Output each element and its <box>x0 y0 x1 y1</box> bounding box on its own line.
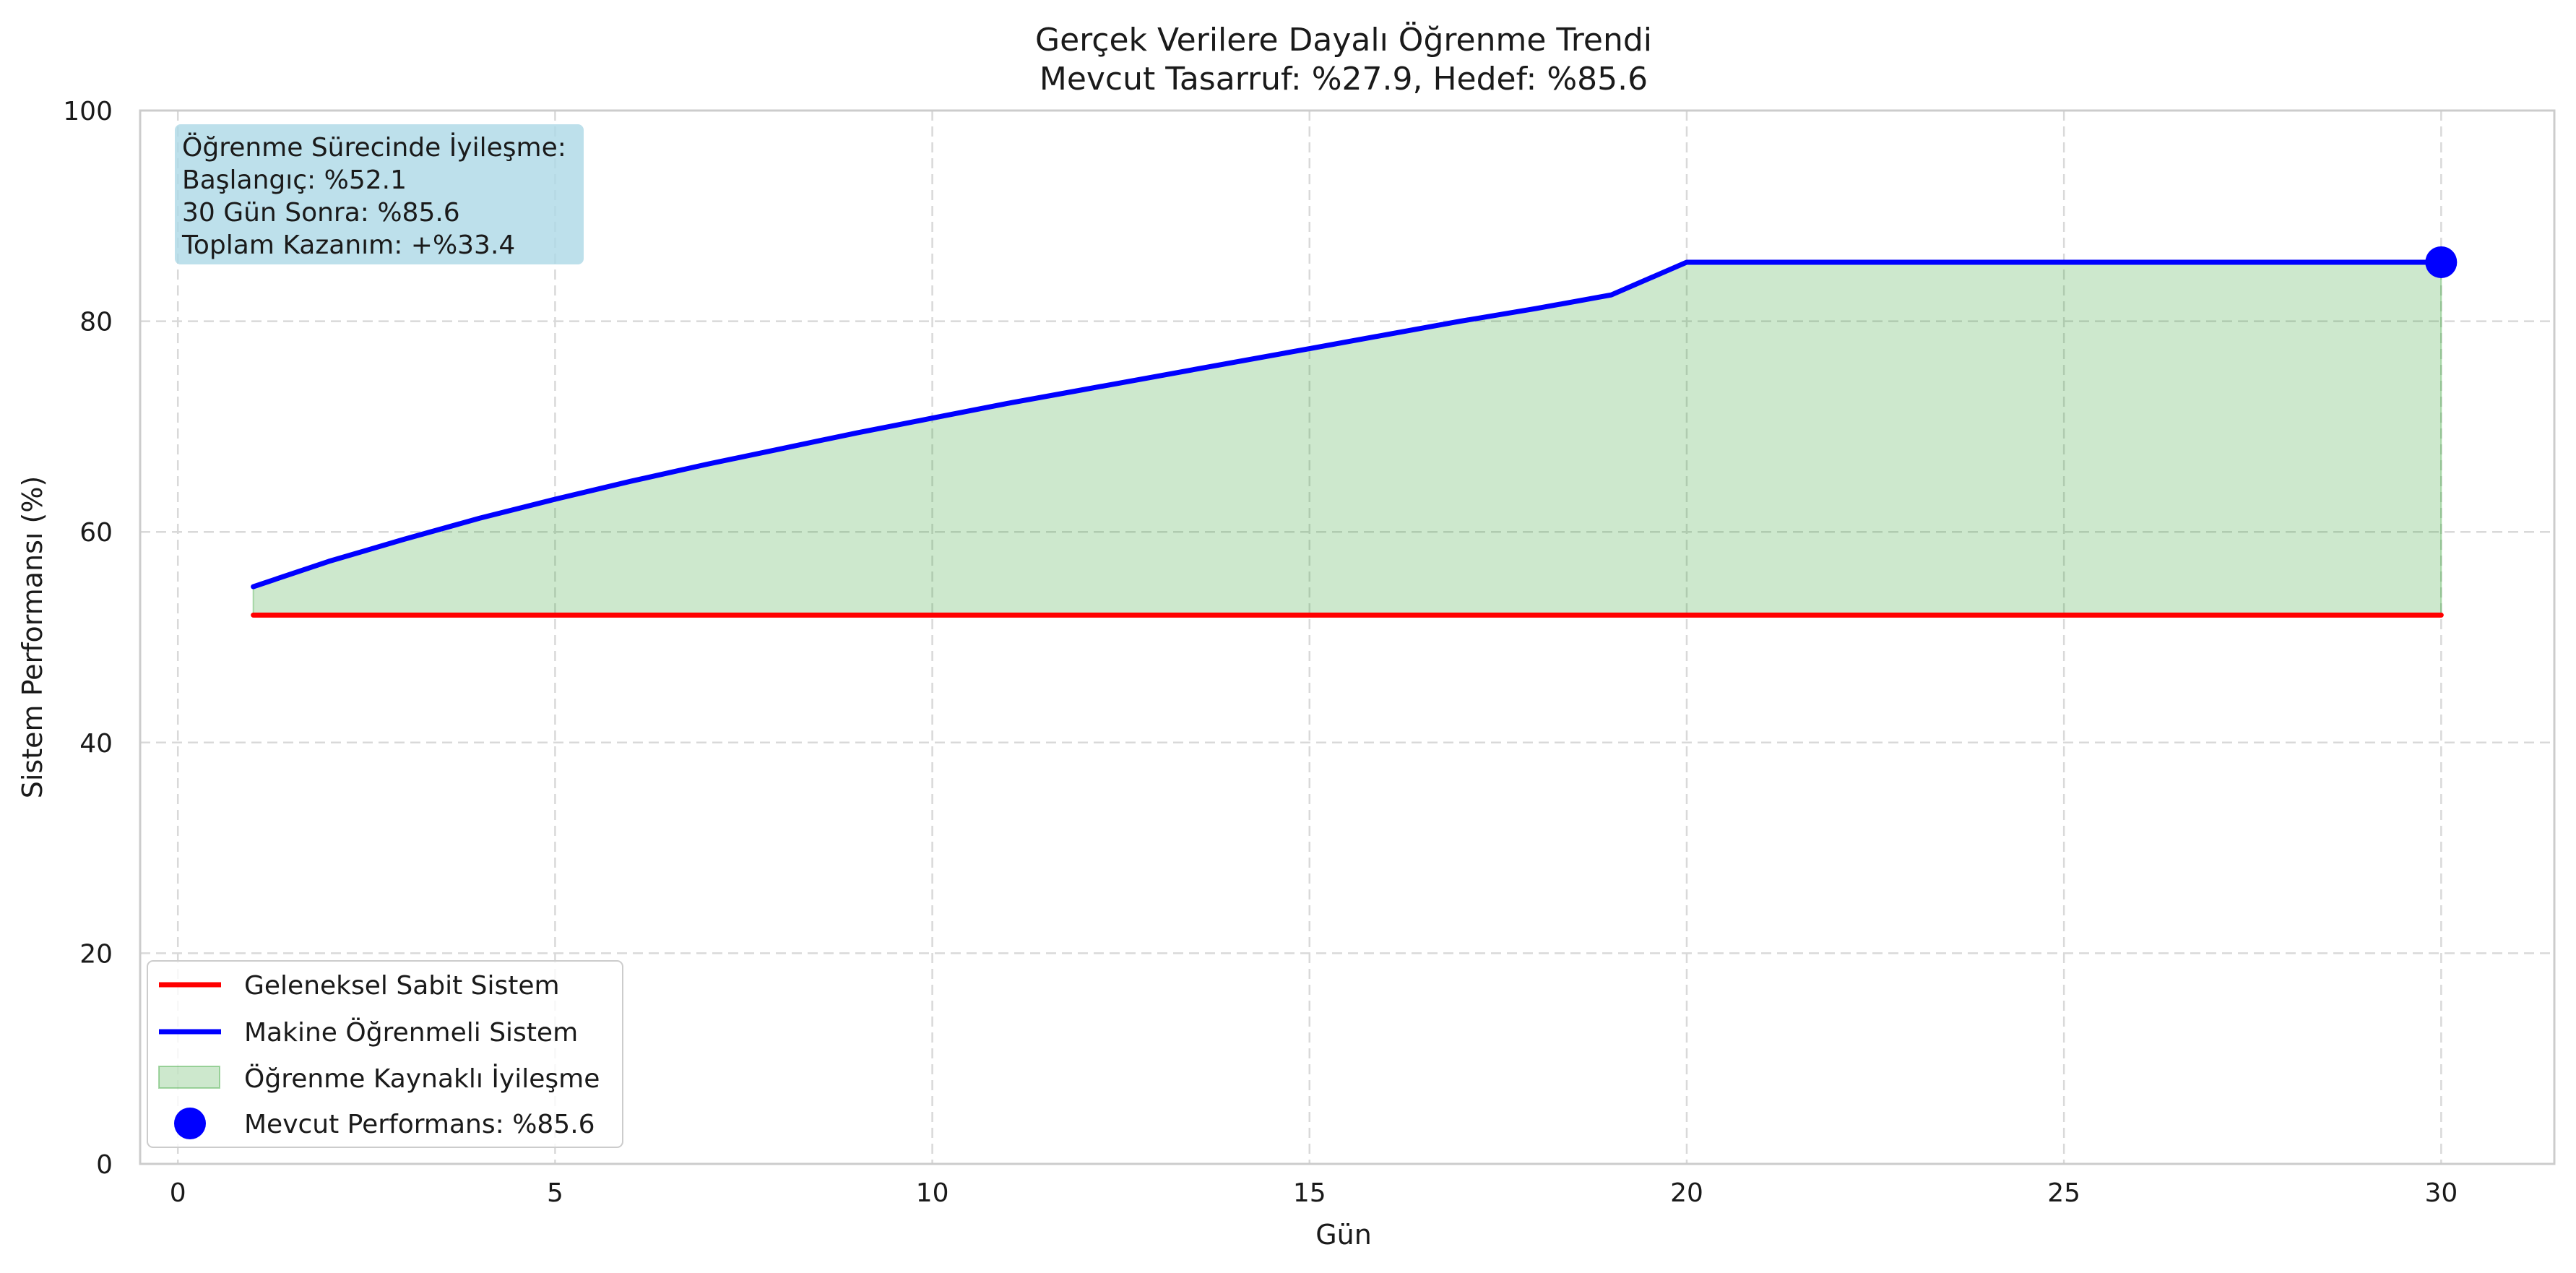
x-tick-label: 10 <box>916 1178 949 1208</box>
ml-system-line <box>251 259 2444 590</box>
current-performance-point <box>2425 246 2458 278</box>
y-tick-label: 100 <box>63 97 113 126</box>
legend-label-traditional: Geleneksel Sabit Sistem <box>244 971 560 1001</box>
legend-label-improvement: Öğrenme Kaynaklı İyileşme <box>244 1063 600 1094</box>
chart-title: Gerçek Verilere Dayalı Öğrenme Trendi <box>1035 21 1652 59</box>
y-tick-label: 80 <box>79 308 113 337</box>
plot-frame <box>139 109 2556 1165</box>
x-tick-label: 0 <box>170 1178 186 1208</box>
x-tick-label: 15 <box>1293 1178 1326 1208</box>
annotation-line: Başlangıç: %52.1 <box>182 165 407 195</box>
legend-swatch-current <box>174 1108 206 1139</box>
legend-label-ml: Makine Öğrenmeli Sistem <box>244 1017 578 1048</box>
annotation-line: 30 Gün Sonra: %85.6 <box>182 198 460 228</box>
legend-label-current: Mevcut Performans: %85.6 <box>244 1110 595 1139</box>
annotation-box: Öğrenme Sürecinde İyileşme: Başlangıç: %… <box>175 124 584 264</box>
x-tick-label: 5 <box>547 1178 563 1208</box>
annotation-line: Öğrenme Sürecinde İyileşme: <box>182 132 566 163</box>
legend-swatch-improvement <box>158 1066 220 1089</box>
x-tick-label: 25 <box>2047 1178 2080 1208</box>
chart-subtitle: Mevcut Tasarruf: %27.9, Hedef: %85.6 <box>1040 61 1648 98</box>
x-tick-label: 20 <box>1670 1178 1703 1208</box>
series <box>251 246 2458 618</box>
legend: Geleneksel Sabit Sistem Makine Öğrenmeli… <box>147 960 623 1148</box>
x-tick-label: 30 <box>2424 1178 2458 1208</box>
y-tick-label: 0 <box>96 1150 113 1180</box>
legend-frame <box>147 960 623 1148</box>
ticks: 0 5 10 15 20 25 30 0 20 40 60 80 100 <box>63 97 2458 1208</box>
y-tick-label: 60 <box>79 518 113 548</box>
y-tick-label: 40 <box>79 729 113 759</box>
y-tick-label: 20 <box>79 939 113 969</box>
annotation-line: Toplam Kazanım: +%33.4 <box>181 230 515 260</box>
annotation-background <box>175 124 584 264</box>
y-axis-label: Sistem Performansı (%) <box>17 476 48 799</box>
x-axis-label: Gün <box>1315 1219 1372 1251</box>
